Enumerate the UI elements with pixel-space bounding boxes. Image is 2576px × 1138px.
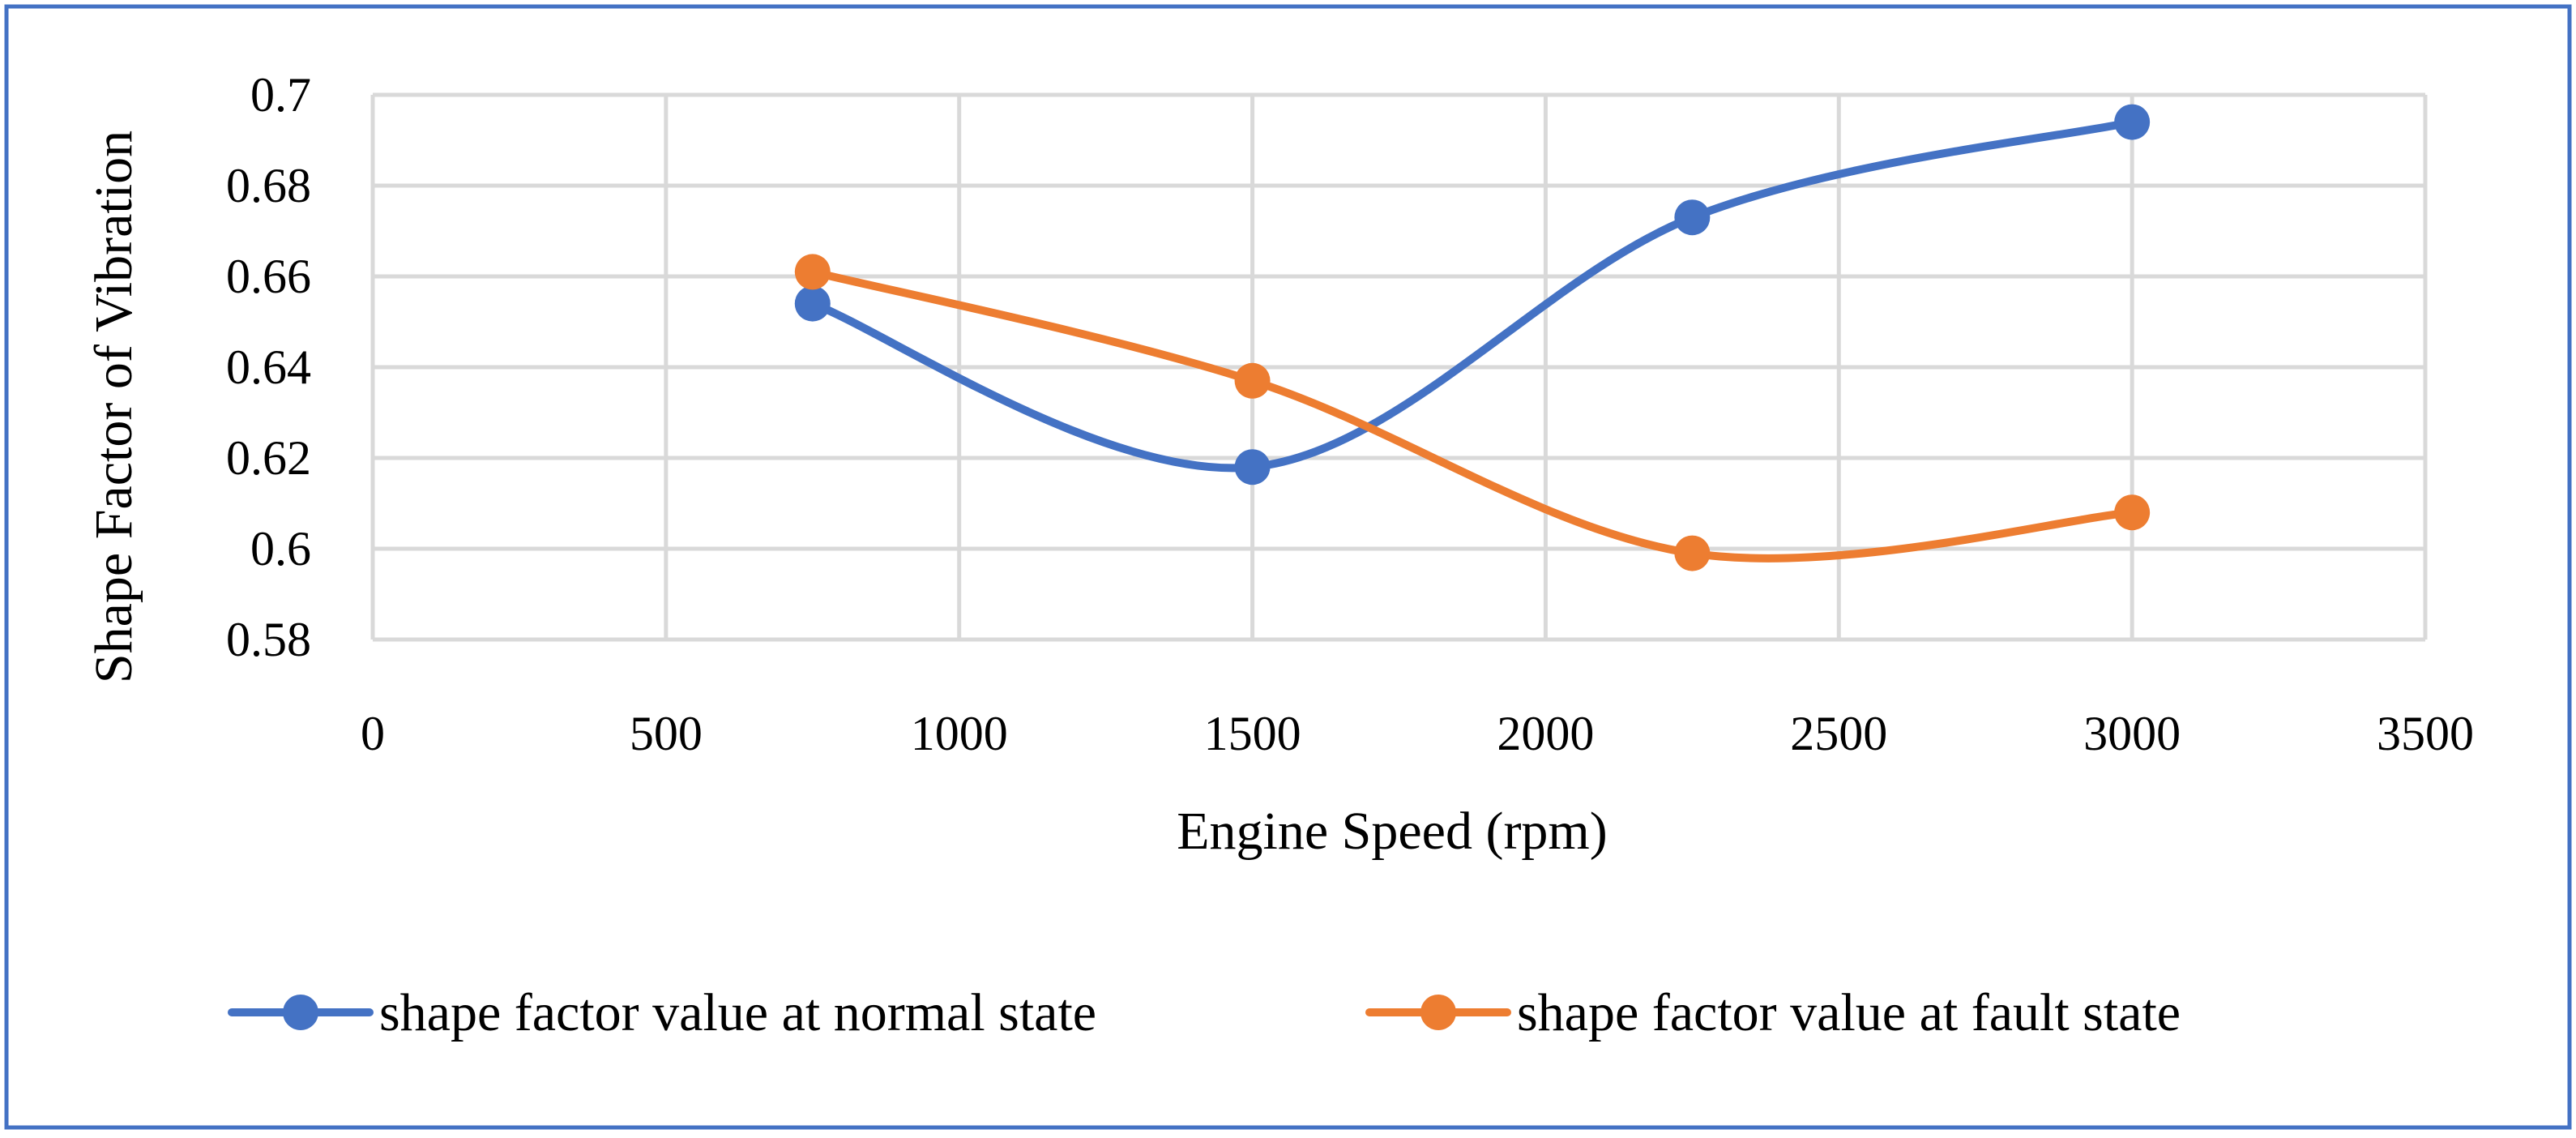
series-layer <box>794 104 2151 571</box>
series-line <box>808 118 2137 473</box>
data-point <box>1674 199 1711 236</box>
y-tick-label: 0.7 <box>250 68 311 122</box>
data-point <box>1674 535 1711 571</box>
tick-labels: 0 500 1000 1500 2000 2500 3000 3500 0.58 0.6 0.62 0… <box>226 68 2474 760</box>
chart-border <box>4 4 2572 1130</box>
y-tick-label: 0.68 <box>226 159 311 212</box>
y-tick-label: 0.6 <box>250 522 311 575</box>
data-point <box>2114 494 2151 531</box>
x-tick-label: 2500 <box>1790 707 1887 760</box>
data-point <box>1234 449 1271 486</box>
y-tick-label: 0.66 <box>226 250 311 303</box>
x-tick-label: 1500 <box>1204 707 1301 760</box>
legend-label: shape factor value at fault state <box>1517 983 2181 1042</box>
x-tick-label: 500 <box>630 707 703 760</box>
x-tick-label: 1000 <box>911 707 1008 760</box>
data-point <box>1234 362 1271 399</box>
data-point <box>794 254 831 290</box>
y-tick-label: 0.64 <box>226 340 311 394</box>
x-tick-label: 2000 <box>1497 707 1594 760</box>
x-tick-label: 3000 <box>2083 707 2181 760</box>
legend-marker <box>1420 995 1456 1030</box>
gridlines <box>370 92 2428 642</box>
y-axis-title: Shape Factor of Vibration <box>84 130 143 683</box>
x-axis-title: Engine Speed (rpm) <box>1177 802 1608 861</box>
x-tick-label: 3500 <box>2377 707 2474 760</box>
legend: shape factor value at normal state shape … <box>228 983 2181 1042</box>
y-tick-label: 0.62 <box>226 431 311 485</box>
data-point <box>2114 104 2151 140</box>
x-tick-label: 0 <box>361 707 385 760</box>
legend-label: shape factor value at normal state <box>379 983 1096 1042</box>
series-line <box>808 267 2137 563</box>
y-tick-label: 0.58 <box>226 613 311 666</box>
legend-marker <box>283 995 318 1030</box>
data-point <box>794 285 831 322</box>
